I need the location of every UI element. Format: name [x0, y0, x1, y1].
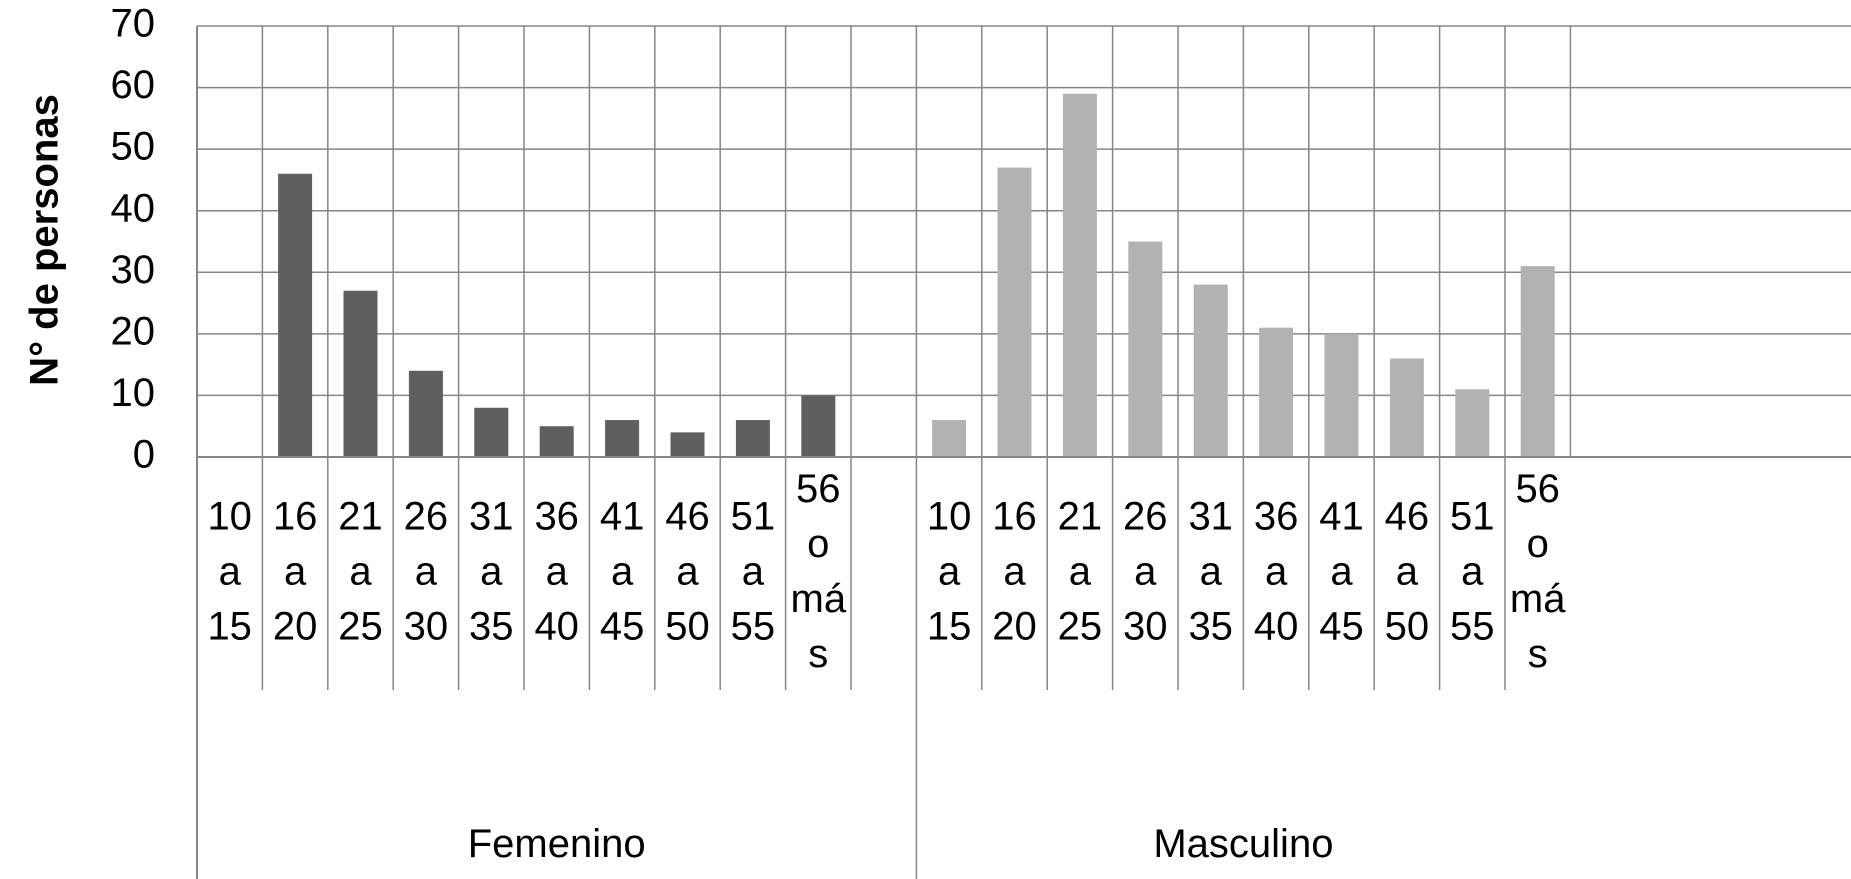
x-tick-label: 31 a 35 — [469, 495, 514, 649]
bar-femenino-16 — [278, 173, 313, 457]
x-tick-label: 51 a 55 — [1450, 495, 1495, 649]
x-tick-label: 26 a 30 — [1123, 495, 1168, 649]
bar-masculino-26 — [1128, 241, 1163, 457]
y-tick-label: 20 — [111, 309, 156, 353]
bar-masculino-21 — [1062, 93, 1097, 457]
y-tick-label: 0 — [133, 433, 155, 477]
bar-masculino-16 — [997, 167, 1032, 457]
labels: 0 10 20 30 40 50 60 70 10 a 15 16 a 20 21 a 25 26 a 30 31 a 35… — [111, 2, 1567, 866]
bar-femenino-26 — [408, 370, 443, 457]
x-tick-label: 36 a 40 — [534, 495, 579, 649]
bar-femenino-21 — [343, 290, 378, 457]
bar-femenino-56 — [801, 395, 836, 457]
bar-femenino-41 — [605, 420, 640, 457]
x-tick-label: 26 a 30 — [404, 495, 449, 649]
x-tick-label: 36 a 40 — [1254, 495, 1299, 649]
bar-masculino-31 — [1193, 284, 1228, 457]
x-tick-label: 21 a 25 — [1058, 495, 1103, 649]
bar-femenino-31 — [474, 407, 509, 457]
y-axis-label: N° de personas — [23, 94, 67, 386]
y-tick-label: 60 — [111, 63, 156, 107]
y-tick-label: 10 — [111, 371, 156, 415]
x-tick-label: 41 a 45 — [1319, 495, 1364, 649]
x-tick-label: 51 a 55 — [731, 495, 776, 649]
x-tick-label: 16 a 20 — [273, 495, 318, 649]
x-tick-label: 41 a 45 — [600, 495, 645, 649]
bar-masculino-36 — [1259, 327, 1294, 457]
axes — [196, 26, 1851, 879]
x-tick-label: 56 o má s — [791, 467, 847, 676]
y-tick-label: 70 — [111, 2, 156, 46]
bar-masculino-41 — [1324, 333, 1359, 457]
x-tick-label: 10 a 15 — [207, 495, 252, 649]
x-tick-label: 46 a 50 — [665, 495, 710, 649]
bar-masculino-46 — [1389, 358, 1424, 457]
group-label-femenino: Femenino — [468, 822, 646, 866]
bar-femenino-36 — [539, 426, 574, 457]
x-tick-label: 16 a 20 — [992, 495, 1037, 649]
bar-masculino-10 — [932, 420, 967, 457]
bar-masculino-56 — [1520, 266, 1555, 457]
bars — [278, 93, 1555, 457]
y-tick-label: 40 — [111, 186, 156, 230]
x-tick-label: 56 o má s — [1510, 467, 1566, 676]
group-label-masculino: Masculino — [1153, 822, 1333, 866]
bar-femenino-46 — [670, 432, 705, 457]
x-tick-label: 10 a 15 — [927, 495, 972, 649]
x-tick-label: 21 a 25 — [338, 495, 383, 649]
bar-masculino-51 — [1455, 389, 1490, 457]
bar-femenino-51 — [735, 420, 770, 457]
y-tick-label: 50 — [111, 125, 156, 169]
x-tick-label: 31 a 35 — [1188, 495, 1233, 649]
x-tick-label: 46 a 50 — [1385, 495, 1430, 649]
y-tick-label: 30 — [111, 248, 156, 292]
